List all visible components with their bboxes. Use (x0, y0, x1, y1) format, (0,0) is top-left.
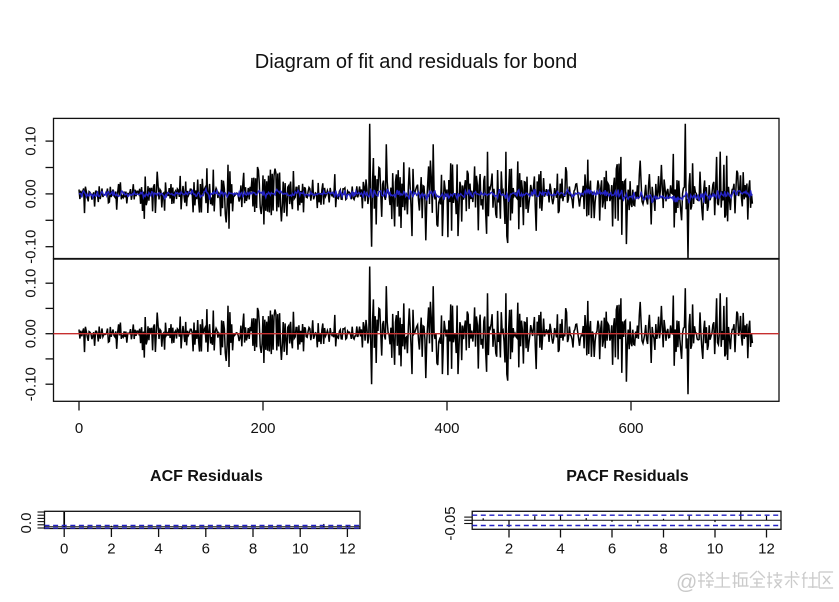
svg-text:0: 0 (60, 541, 68, 558)
svg-text:2: 2 (107, 541, 115, 558)
svg-text:@: @ (676, 571, 697, 594)
svg-text:0.10: 0.10 (23, 269, 40, 298)
svg-text:2: 2 (505, 541, 513, 558)
svg-text:8: 8 (659, 541, 667, 558)
svg-text:-0.05: -0.05 (442, 506, 459, 540)
svg-text:-0.10: -0.10 (23, 367, 40, 401)
svg-text:Diagram of fit and residuals f: Diagram of fit and residuals for bond (255, 51, 577, 73)
svg-text:0: 0 (75, 420, 83, 437)
svg-text:PACF Residuals: PACF Residuals (566, 468, 689, 485)
svg-text:-0.10: -0.10 (23, 230, 40, 264)
svg-text:200: 200 (250, 420, 275, 437)
svg-text:6: 6 (608, 541, 616, 558)
svg-text:0.00: 0.00 (23, 319, 40, 348)
svg-text:4: 4 (556, 541, 564, 558)
svg-text:12: 12 (339, 541, 356, 558)
svg-text:0.00: 0.00 (23, 179, 40, 208)
svg-text:10: 10 (292, 541, 309, 558)
svg-text:600: 600 (618, 420, 643, 437)
svg-text:400: 400 (434, 420, 459, 437)
svg-text:8: 8 (249, 541, 257, 558)
svg-text:0.0: 0.0 (18, 513, 35, 534)
svg-text:4: 4 (154, 541, 162, 558)
svg-text:0.10: 0.10 (23, 126, 40, 155)
svg-text:12: 12 (758, 541, 775, 558)
svg-text:6: 6 (202, 541, 210, 558)
svg-text:10: 10 (707, 541, 724, 558)
svg-text:ACF Residuals: ACF Residuals (150, 468, 263, 485)
